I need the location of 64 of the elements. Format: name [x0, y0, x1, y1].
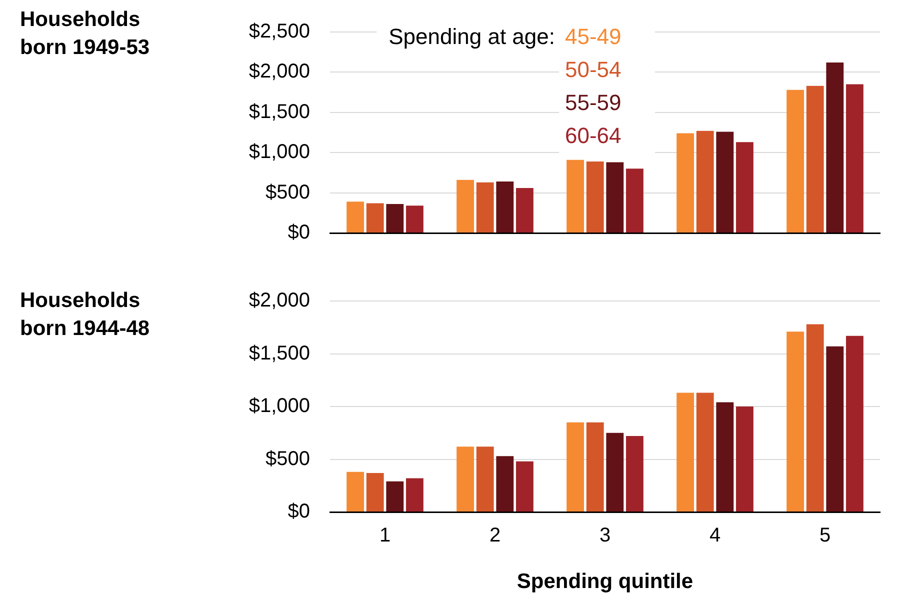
y-tick-label: $2,000 — [248, 290, 310, 312]
bar — [786, 90, 804, 232]
y-tick-label: $2,000 — [248, 60, 310, 83]
legend-title: Spending at age: — [388, 24, 555, 50]
bar — [716, 402, 734, 512]
bar — [676, 133, 694, 232]
bar — [826, 346, 844, 512]
x-tick-label: 5 — [819, 524, 831, 547]
x-tick-label: 4 — [709, 524, 721, 547]
text: Households born 1944-48 — [20, 288, 151, 342]
bar — [566, 160, 584, 232]
text: 50-54 — [565, 57, 622, 82]
bar — [606, 432, 624, 512]
bar — [626, 436, 644, 512]
bar — [406, 206, 424, 232]
y-tick-label: $1,500 — [248, 342, 310, 364]
bar — [606, 162, 624, 232]
bar — [826, 62, 844, 232]
bar — [476, 446, 494, 512]
bar — [566, 422, 584, 512]
bar — [516, 188, 534, 232]
bar — [806, 86, 824, 232]
bar — [456, 446, 474, 512]
y-tick-label: $0 — [288, 500, 310, 523]
y-tick-label: $500 — [266, 448, 310, 470]
y-tick-label: $1,000 — [248, 395, 310, 418]
bar — [846, 336, 864, 512]
bar — [586, 422, 604, 512]
text: 45-49 — [565, 24, 622, 50]
bar — [626, 168, 644, 232]
bar — [736, 142, 754, 232]
bar — [806, 324, 824, 512]
bar — [386, 481, 404, 512]
x-axis-title: Spending quintile — [516, 570, 694, 594]
bar — [386, 204, 404, 232]
bar — [346, 202, 364, 232]
y-tick-label: $1,500 — [248, 100, 310, 123]
bar — [586, 161, 604, 232]
bar — [496, 182, 514, 232]
series-label: 60-64 — [565, 123, 622, 148]
bar — [716, 132, 734, 232]
bar — [696, 392, 714, 512]
y-tick-label: $1,000 — [248, 141, 310, 164]
bar — [366, 203, 384, 232]
text: Households born 1949-53 — [20, 7, 151, 61]
bar — [476, 182, 494, 232]
y-tick-label: $2,500 — [248, 20, 310, 43]
x-tick-label: 3 — [599, 524, 611, 547]
x-tick-label: 2 — [489, 524, 501, 547]
bar — [346, 472, 364, 512]
text: 55-59 — [565, 90, 622, 116]
bar — [406, 478, 424, 512]
bar — [696, 130, 714, 232]
bar — [736, 406, 754, 512]
bar — [496, 456, 514, 512]
y-tick-label: $500 — [266, 181, 310, 204]
bar — [676, 392, 694, 512]
bar — [846, 84, 864, 232]
bar — [366, 472, 384, 512]
bar — [456, 180, 474, 232]
bar — [786, 332, 804, 512]
x-tick-label: 1 — [379, 524, 391, 547]
bar — [516, 461, 534, 512]
y-tick-label: $0 — [288, 222, 310, 244]
